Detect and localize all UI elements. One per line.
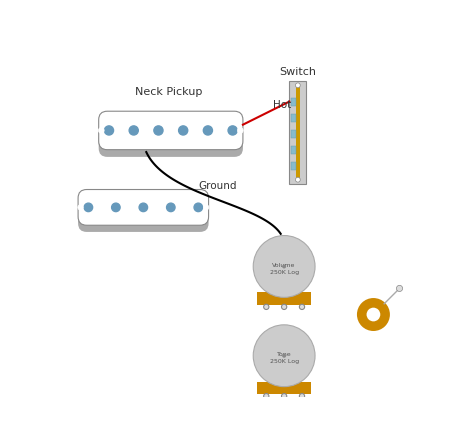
Circle shape xyxy=(282,393,287,399)
Circle shape xyxy=(203,205,209,210)
Circle shape xyxy=(357,298,390,331)
Circle shape xyxy=(179,126,188,135)
Circle shape xyxy=(264,304,269,310)
Circle shape xyxy=(237,128,243,133)
Circle shape xyxy=(111,203,120,211)
FancyBboxPatch shape xyxy=(99,111,243,150)
Bar xyxy=(291,162,297,169)
Circle shape xyxy=(396,285,402,292)
Bar xyxy=(291,98,297,106)
Circle shape xyxy=(295,83,300,88)
Circle shape xyxy=(300,304,305,310)
Circle shape xyxy=(282,264,286,268)
Circle shape xyxy=(99,128,104,133)
Bar xyxy=(291,114,297,122)
FancyBboxPatch shape xyxy=(78,207,209,232)
FancyBboxPatch shape xyxy=(78,190,209,225)
Circle shape xyxy=(366,308,380,322)
Circle shape xyxy=(129,126,138,135)
Text: Neck Pickup: Neck Pickup xyxy=(135,87,202,97)
Bar xyxy=(291,130,297,138)
Bar xyxy=(257,382,311,394)
Bar xyxy=(257,293,311,305)
Text: Switch: Switch xyxy=(279,67,316,77)
Circle shape xyxy=(78,205,83,210)
Circle shape xyxy=(203,126,212,135)
Text: Volume
250K Log: Volume 250K Log xyxy=(270,263,299,275)
Text: Hot: Hot xyxy=(273,100,291,110)
Circle shape xyxy=(253,235,315,297)
Circle shape xyxy=(295,178,300,182)
Circle shape xyxy=(282,304,287,310)
Circle shape xyxy=(264,393,269,399)
Circle shape xyxy=(104,126,114,135)
Circle shape xyxy=(300,393,305,399)
Bar xyxy=(291,146,297,153)
Circle shape xyxy=(253,325,315,387)
Circle shape xyxy=(154,126,163,135)
FancyBboxPatch shape xyxy=(99,130,243,157)
Text: Ground: Ground xyxy=(198,181,237,191)
Circle shape xyxy=(139,203,147,211)
Circle shape xyxy=(228,126,237,135)
Circle shape xyxy=(194,203,202,211)
Circle shape xyxy=(166,203,175,211)
Bar xyxy=(297,86,300,179)
Bar xyxy=(289,81,307,184)
Circle shape xyxy=(84,203,92,211)
Circle shape xyxy=(282,354,286,358)
Text: Tone
250K Log: Tone 250K Log xyxy=(270,352,299,364)
